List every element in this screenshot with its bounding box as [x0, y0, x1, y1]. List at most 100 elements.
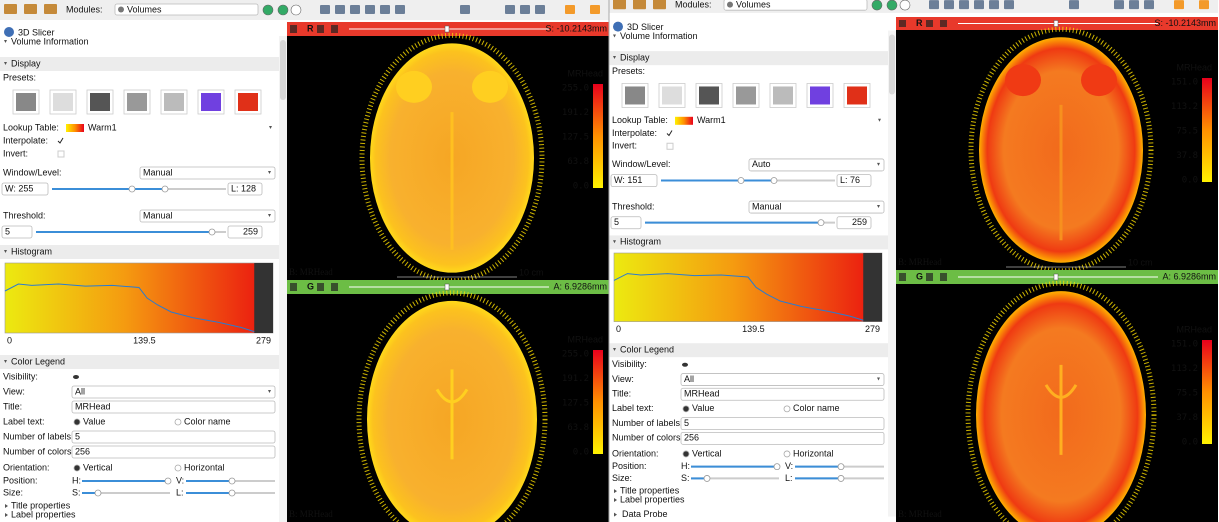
- level-spinbox[interactable]: [227, 182, 263, 196]
- toolbar-icon[interactable]: [633, 0, 646, 10]
- slider-handle[interactable]: [837, 475, 845, 482]
- toolbar-icon[interactable]: [1114, 0, 1124, 10]
- toolbar-icon[interactable]: [365, 5, 375, 14]
- threshold-mode[interactable]: [748, 200, 885, 214]
- offset-handle[interactable]: [1053, 273, 1059, 281]
- slider-handle[interactable]: [837, 463, 845, 471]
- window-spinbox[interactable]: [610, 174, 658, 188]
- title-field[interactable]: [71, 400, 276, 414]
- toolbar-icon[interactable]: [535, 5, 545, 14]
- colors-spinbox[interactable]: [71, 445, 276, 459]
- threshold-mode[interactable]: [139, 209, 276, 223]
- toolbar-icon[interactable]: [44, 4, 57, 14]
- panel-scroll-thumb[interactable]: [889, 34, 895, 95]
- module-selector[interactable]: [723, 0, 868, 11]
- view-bar-icon[interactable]: [899, 273, 906, 281]
- radio-button[interactable]: [682, 405, 690, 413]
- slider-handle[interactable]: [208, 228, 216, 236]
- threshold-min[interactable]: [1, 225, 33, 239]
- toolbar-icon[interactable]: [1069, 0, 1079, 10]
- slider-handle[interactable]: [703, 475, 711, 482]
- slider-handle[interactable]: [770, 177, 778, 184]
- offset-handle[interactable]: [444, 25, 450, 33]
- colors-spinbox[interactable]: [680, 431, 885, 445]
- radio-button[interactable]: [174, 464, 182, 472]
- toolbar-icon[interactable]: [590, 5, 600, 14]
- nav-button[interactable]: [277, 4, 289, 16]
- view-bar-icon[interactable]: [290, 283, 297, 291]
- toolbar-icon[interactable]: [24, 4, 37, 14]
- checkbox[interactable]: [57, 150, 65, 158]
- slider-handle[interactable]: [228, 477, 236, 485]
- view-bar-icon[interactable]: [940, 273, 947, 281]
- view-bar-icon[interactable]: [926, 273, 933, 281]
- view-bar-icon[interactable]: [899, 20, 906, 27]
- threshold-max[interactable]: [836, 216, 872, 230]
- toolbar-icon[interactable]: [320, 5, 330, 14]
- slider-handle[interactable]: [817, 219, 825, 227]
- checkbox[interactable]: [666, 142, 674, 150]
- view-selector[interactable]: [71, 385, 276, 399]
- radio-button[interactable]: [682, 450, 690, 458]
- threshold-max[interactable]: [227, 225, 263, 239]
- toolbar-icon[interactable]: [4, 4, 17, 14]
- title-field[interactable]: [680, 387, 885, 401]
- window-spinbox[interactable]: [1, 182, 49, 196]
- slider-handle[interactable]: [128, 185, 136, 193]
- radio-button[interactable]: [783, 450, 791, 458]
- panel-scroll-thumb[interactable]: [280, 40, 286, 100]
- offset-handle[interactable]: [444, 283, 450, 291]
- toolbar-icon[interactable]: [350, 5, 360, 14]
- nav-button[interactable]: [899, 0, 911, 11]
- view-bar-icon[interactable]: [317, 25, 324, 33]
- radio-button[interactable]: [73, 418, 81, 426]
- offset-handle[interactable]: [1053, 20, 1059, 27]
- radio-button[interactable]: [174, 418, 182, 426]
- toolbar-icon[interactable]: [1144, 0, 1154, 10]
- window-level-mode[interactable]: [139, 166, 276, 180]
- window-level-mode[interactable]: [748, 158, 885, 172]
- view-selector[interactable]: [680, 373, 885, 386]
- toolbar-icon[interactable]: [974, 0, 984, 10]
- labels-spinbox[interactable]: [680, 417, 885, 431]
- toolbar-icon[interactable]: [613, 0, 626, 10]
- slider-handle[interactable]: [164, 477, 172, 485]
- radio-button[interactable]: [73, 464, 81, 472]
- toolbar-icon[interactable]: [653, 0, 666, 10]
- view-bar-icon[interactable]: [331, 25, 338, 33]
- view-bar-icon[interactable]: [926, 20, 933, 27]
- toolbar-icon[interactable]: [1199, 0, 1209, 10]
- slider-handle[interactable]: [161, 185, 169, 193]
- visibility-eye[interactable]: [682, 362, 688, 367]
- module-selector[interactable]: [114, 3, 259, 16]
- radio-button[interactable]: [783, 405, 791, 413]
- toolbar-icon[interactable]: [1174, 0, 1184, 10]
- toolbar-icon[interactable]: [335, 5, 345, 14]
- view-bar-icon[interactable]: [331, 283, 338, 291]
- view-bar-icon[interactable]: [317, 283, 324, 291]
- toolbar-icon[interactable]: [395, 5, 405, 14]
- labels-spinbox[interactable]: [71, 430, 276, 444]
- slider-handle[interactable]: [773, 463, 781, 471]
- toolbar-icon[interactable]: [505, 5, 515, 14]
- visibility-eye[interactable]: [73, 375, 79, 379]
- view-bar-icon[interactable]: [290, 25, 297, 33]
- toolbar-icon[interactable]: [959, 0, 969, 10]
- level-spinbox[interactable]: [836, 174, 872, 188]
- toolbar-icon[interactable]: [989, 0, 999, 10]
- toolbar-icon[interactable]: [944, 0, 954, 10]
- nav-button[interactable]: [262, 4, 274, 16]
- slider-handle[interactable]: [228, 489, 236, 497]
- toolbar-icon[interactable]: [380, 5, 390, 14]
- threshold-min[interactable]: [610, 216, 642, 230]
- slider-handle[interactable]: [737, 177, 745, 184]
- nav-button[interactable]: [871, 0, 883, 11]
- toolbar-icon[interactable]: [1004, 0, 1014, 10]
- toolbar-icon[interactable]: [460, 5, 470, 14]
- nav-button[interactable]: [886, 0, 898, 11]
- nav-button[interactable]: [290, 4, 302, 16]
- toolbar-icon[interactable]: [565, 5, 575, 14]
- slider-handle[interactable]: [94, 489, 102, 497]
- toolbar-icon[interactable]: [929, 0, 939, 10]
- view-bar-icon[interactable]: [940, 20, 947, 27]
